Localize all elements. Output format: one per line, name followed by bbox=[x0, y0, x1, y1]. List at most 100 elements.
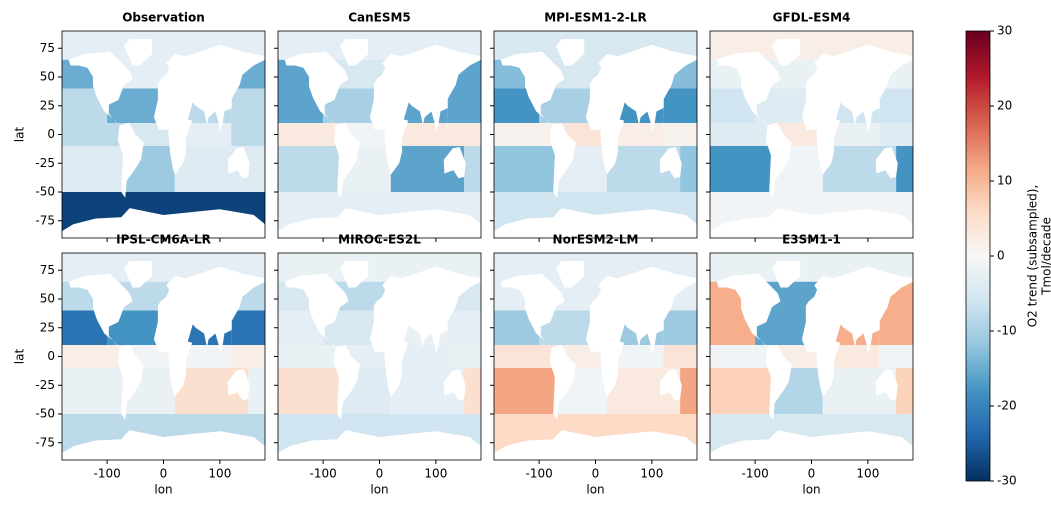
region-cell bbox=[278, 146, 341, 192]
land bbox=[875, 369, 898, 401]
region-cell bbox=[231, 88, 265, 123]
region-cell bbox=[710, 368, 773, 414]
land bbox=[68, 273, 133, 348]
y-tick-label: -50 bbox=[35, 185, 55, 199]
colorbar bbox=[965, 30, 991, 482]
y-tick-label: -50 bbox=[35, 407, 55, 421]
land bbox=[284, 51, 349, 126]
land bbox=[333, 123, 360, 198]
y-tick-label: 50 bbox=[40, 70, 55, 84]
land bbox=[549, 345, 576, 420]
region-cell bbox=[494, 123, 557, 146]
land bbox=[369, 44, 481, 175]
colorbar-tick-label: 20 bbox=[997, 99, 1012, 113]
x-tick-label: -100 bbox=[93, 467, 120, 481]
region-cell bbox=[231, 123, 265, 146]
region-cell bbox=[663, 310, 697, 345]
land bbox=[716, 273, 781, 348]
land bbox=[659, 147, 682, 179]
colorbar-tick-label: 10 bbox=[997, 174, 1012, 188]
y-tick-label: -75 bbox=[35, 435, 55, 449]
land bbox=[500, 51, 565, 126]
y-tick-label: 0 bbox=[47, 127, 55, 141]
land bbox=[124, 261, 153, 288]
land bbox=[659, 369, 682, 401]
x-tick-label: 100 bbox=[640, 467, 663, 481]
land bbox=[340, 39, 369, 66]
x-axis-label: lon bbox=[154, 483, 172, 497]
x-axis-label: lon bbox=[586, 483, 604, 497]
y-tick-label: -75 bbox=[35, 213, 55, 227]
land bbox=[117, 345, 144, 420]
land bbox=[340, 261, 369, 288]
region-cell bbox=[62, 123, 125, 146]
y-tick-label: 25 bbox=[40, 320, 55, 334]
panel bbox=[278, 31, 481, 238]
y-tick-label: -25 bbox=[35, 378, 55, 392]
panel bbox=[62, 31, 265, 238]
region-cell bbox=[896, 146, 913, 192]
panel-title: IPSL-CM6A-LR bbox=[116, 233, 211, 247]
y-axis-label: lat bbox=[13, 127, 27, 143]
region-cell bbox=[663, 123, 697, 146]
colorbar-tick-label: -30 bbox=[997, 474, 1017, 488]
land bbox=[585, 44, 697, 175]
x-tick-label: -100 bbox=[741, 467, 768, 481]
region-cell bbox=[710, 123, 773, 146]
land bbox=[875, 147, 898, 179]
y-tick-label: 25 bbox=[40, 98, 55, 112]
panel bbox=[710, 31, 913, 238]
y-tick-label: 50 bbox=[40, 292, 55, 306]
land bbox=[369, 266, 481, 397]
land bbox=[556, 39, 585, 66]
land bbox=[153, 44, 265, 175]
region-cell bbox=[879, 310, 913, 345]
region-cell bbox=[248, 368, 265, 414]
land bbox=[765, 345, 792, 420]
region-cell bbox=[231, 310, 265, 345]
region-cell bbox=[663, 345, 697, 368]
land bbox=[710, 430, 913, 460]
land bbox=[153, 266, 265, 397]
land bbox=[333, 345, 360, 420]
y-axis-label: lat bbox=[13, 349, 27, 365]
region-cell bbox=[879, 123, 913, 146]
colorbar-label: O2 trend (subsampled), bbox=[1026, 185, 1040, 328]
panel-title: NorESM2-LM bbox=[553, 233, 639, 247]
land bbox=[494, 430, 697, 460]
region-cell bbox=[710, 146, 773, 192]
land bbox=[710, 208, 913, 238]
x-tick-label: 0 bbox=[376, 467, 384, 481]
region-cell bbox=[680, 368, 697, 414]
land bbox=[500, 273, 565, 348]
land bbox=[772, 39, 801, 66]
panel bbox=[494, 31, 697, 238]
x-tick-label: 0 bbox=[808, 467, 816, 481]
land bbox=[443, 369, 466, 401]
region-cell bbox=[447, 88, 481, 123]
land bbox=[801, 44, 913, 175]
panel-title: GFDL-ESM4 bbox=[773, 11, 851, 25]
panel-title: MPI-ESM1-2-LR bbox=[544, 11, 647, 25]
colorbar-tick-label: 30 bbox=[997, 24, 1012, 38]
region-cell bbox=[879, 345, 913, 368]
x-axis-label: lon bbox=[370, 483, 388, 497]
land bbox=[117, 123, 144, 198]
region-cell bbox=[494, 146, 557, 192]
x-tick-label: -100 bbox=[525, 467, 552, 481]
colorbar-tick-label: -20 bbox=[997, 399, 1017, 413]
y-tick-label: 75 bbox=[40, 263, 55, 277]
y-tick-label: -25 bbox=[35, 156, 55, 170]
land bbox=[549, 123, 576, 198]
x-tick-label: 100 bbox=[208, 467, 231, 481]
region-cell bbox=[447, 123, 481, 146]
region-cell bbox=[710, 345, 773, 368]
land bbox=[716, 51, 781, 126]
y-tick-label: 0 bbox=[47, 349, 55, 363]
region-cell bbox=[680, 146, 697, 192]
region-cell bbox=[62, 345, 125, 368]
region-cell bbox=[879, 88, 913, 123]
land bbox=[62, 430, 265, 460]
land bbox=[801, 266, 913, 397]
region-cell bbox=[464, 146, 481, 192]
